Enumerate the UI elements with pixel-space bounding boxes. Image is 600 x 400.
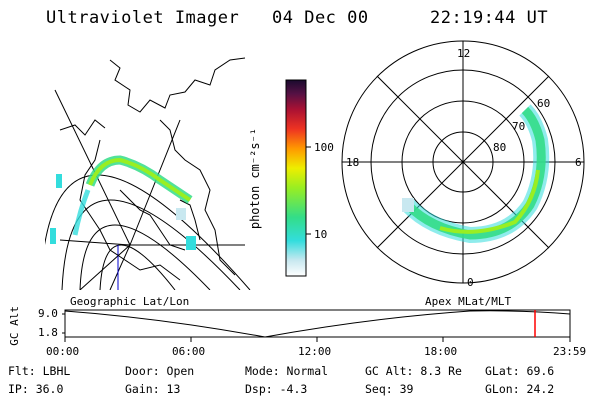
gain-info: Gain: 13 bbox=[125, 382, 181, 396]
timeline-ticks bbox=[62, 313, 571, 342]
instrument-title: Ultraviolet Imager bbox=[46, 8, 240, 28]
gc-altitude-curve bbox=[64, 310, 571, 338]
colorbar-tick-label-100: 100 bbox=[314, 141, 334, 154]
map-caption: Geographic Lat/Lon bbox=[70, 295, 190, 308]
polar-diag-2 bbox=[376, 75, 550, 249]
glon-info: GLon: 24.2 bbox=[485, 382, 555, 396]
timeline-ytick-9: 9.0 bbox=[38, 307, 58, 320]
timeline-ylabel: GC Alt bbox=[8, 306, 21, 346]
timeline-ytick-1-8: 1.8 bbox=[38, 326, 58, 339]
timeline-xtick-0000: 00:00 bbox=[46, 345, 80, 358]
polar-plot bbox=[341, 40, 585, 284]
time-label: 22:19:44 UT bbox=[430, 8, 549, 28]
colorbar-tick-label-10: 10 bbox=[314, 228, 328, 241]
mlt-label-18: 18 bbox=[346, 156, 360, 169]
colorbar-unit-label: photon cm⁻²s⁻¹ bbox=[248, 128, 262, 230]
mode-info: Mode: Normal bbox=[245, 364, 329, 378]
seq-info: Seq: 39 bbox=[365, 382, 414, 396]
lat-label-80: 80 bbox=[493, 141, 507, 154]
mlt-label-12: 12 bbox=[457, 47, 471, 60]
timeline-frame bbox=[64, 309, 571, 338]
ip-info: IP: 36.0 bbox=[8, 382, 64, 396]
filter-info: Flt: LBHL bbox=[8, 364, 71, 378]
gc-alt-info: GC Alt: 8.3 Re bbox=[365, 364, 462, 378]
geographic-map bbox=[45, 57, 251, 290]
timeline-xtick-0600: 06:00 bbox=[172, 345, 206, 358]
colorbar bbox=[285, 79, 311, 277]
polar-caption: Apex MLat/MLT bbox=[425, 295, 512, 308]
timeline-xtick-1800: 18:00 bbox=[424, 345, 458, 358]
polar-aurora bbox=[402, 104, 550, 244]
date-label: 04 Dec 00 bbox=[272, 8, 369, 28]
timeline-xtick-1200: 12:00 bbox=[298, 345, 332, 358]
map-aurora bbox=[50, 155, 196, 250]
mlt-label-6: 6 bbox=[575, 156, 582, 169]
coastlines bbox=[59, 57, 246, 281]
dsp-info: Dsp: -4.3 bbox=[245, 382, 308, 396]
colorbar-gradient bbox=[285, 79, 307, 277]
timeline-plot bbox=[62, 309, 571, 342]
lat-label-70: 70 bbox=[512, 120, 526, 133]
door-info: Door: Open bbox=[125, 364, 195, 378]
lat-label-60: 60 bbox=[537, 97, 551, 110]
glat-info: GLat: 69.6 bbox=[485, 364, 555, 378]
timeline-xtick-2359: 23:59 bbox=[553, 345, 587, 358]
mlt-label-0: 0 bbox=[467, 276, 474, 289]
map-grid-lat bbox=[45, 174, 251, 290]
